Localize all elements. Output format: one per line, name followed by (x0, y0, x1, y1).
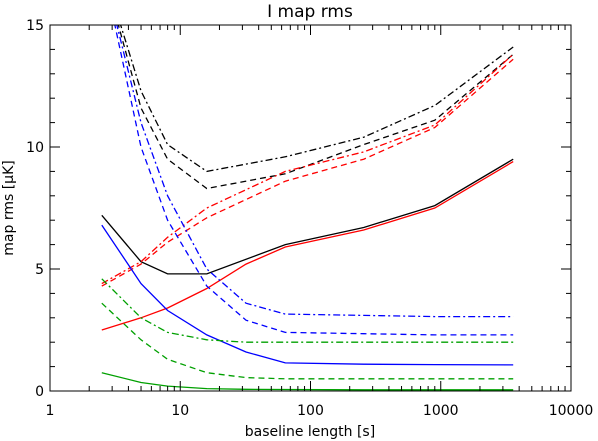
y-tick-label: 15 (26, 18, 44, 34)
series-line-7 (116, 25, 514, 318)
series-line-8 (114, 25, 514, 336)
series-line-2 (117, 25, 514, 190)
y-tick-label: 10 (26, 140, 44, 156)
series-line-12 (101, 372, 514, 391)
series-line-11 (101, 302, 514, 380)
chart-title: I map rms (267, 2, 353, 22)
series-line-1 (119, 25, 514, 173)
plot-frame (49, 24, 572, 392)
x-axis-label: baseline length [s] (245, 424, 375, 440)
series-line-6 (101, 161, 514, 331)
y-tick-label: 5 (35, 262, 44, 278)
x-tick-label: 10 (171, 403, 189, 419)
series-line-3 (101, 158, 514, 275)
x-tick-label: 10000 (549, 403, 594, 419)
x-tick-label: 1 (46, 403, 55, 419)
y-tick-label: 0 (35, 384, 44, 400)
x-tick-label: 100 (297, 403, 324, 419)
x-tick-label: 1000 (423, 403, 459, 419)
series-line-4 (101, 53, 514, 285)
series-line-10 (101, 278, 514, 343)
y-axis-label: map rms [μK] (1, 160, 17, 255)
series-line-5 (101, 58, 514, 287)
series-line-9 (101, 224, 514, 366)
